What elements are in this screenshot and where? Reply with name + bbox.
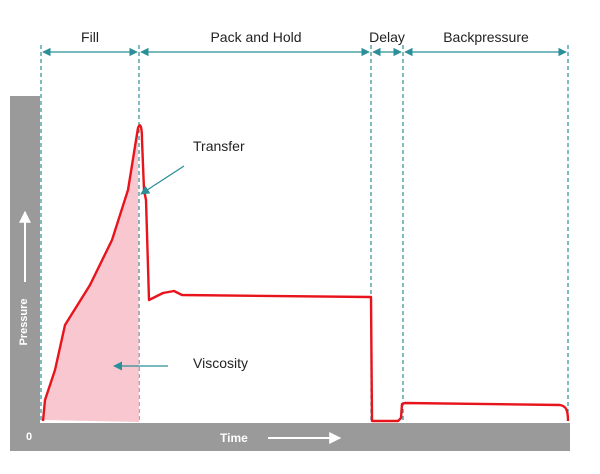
transfer-pointer — [140, 165, 185, 195]
phase-label-delay: Delay — [369, 29, 405, 45]
phase-label-fill: Fill — [81, 29, 99, 45]
pressure-curve — [41, 124, 570, 423]
phase-label-backpressure: Backpressure — [443, 29, 529, 45]
viscosity-label: Viscosity — [193, 355, 248, 371]
transfer-label: Transfer — [193, 138, 245, 154]
x-axis-label: Time — [220, 431, 248, 445]
phase-separators — [40, 45, 569, 423]
viscosity-area — [43, 128, 139, 422]
y-axis-label: Pressure — [18, 298, 30, 345]
origin-label: 0 — [26, 431, 32, 443]
phase-label-pack: Pack and Hold — [210, 29, 301, 45]
